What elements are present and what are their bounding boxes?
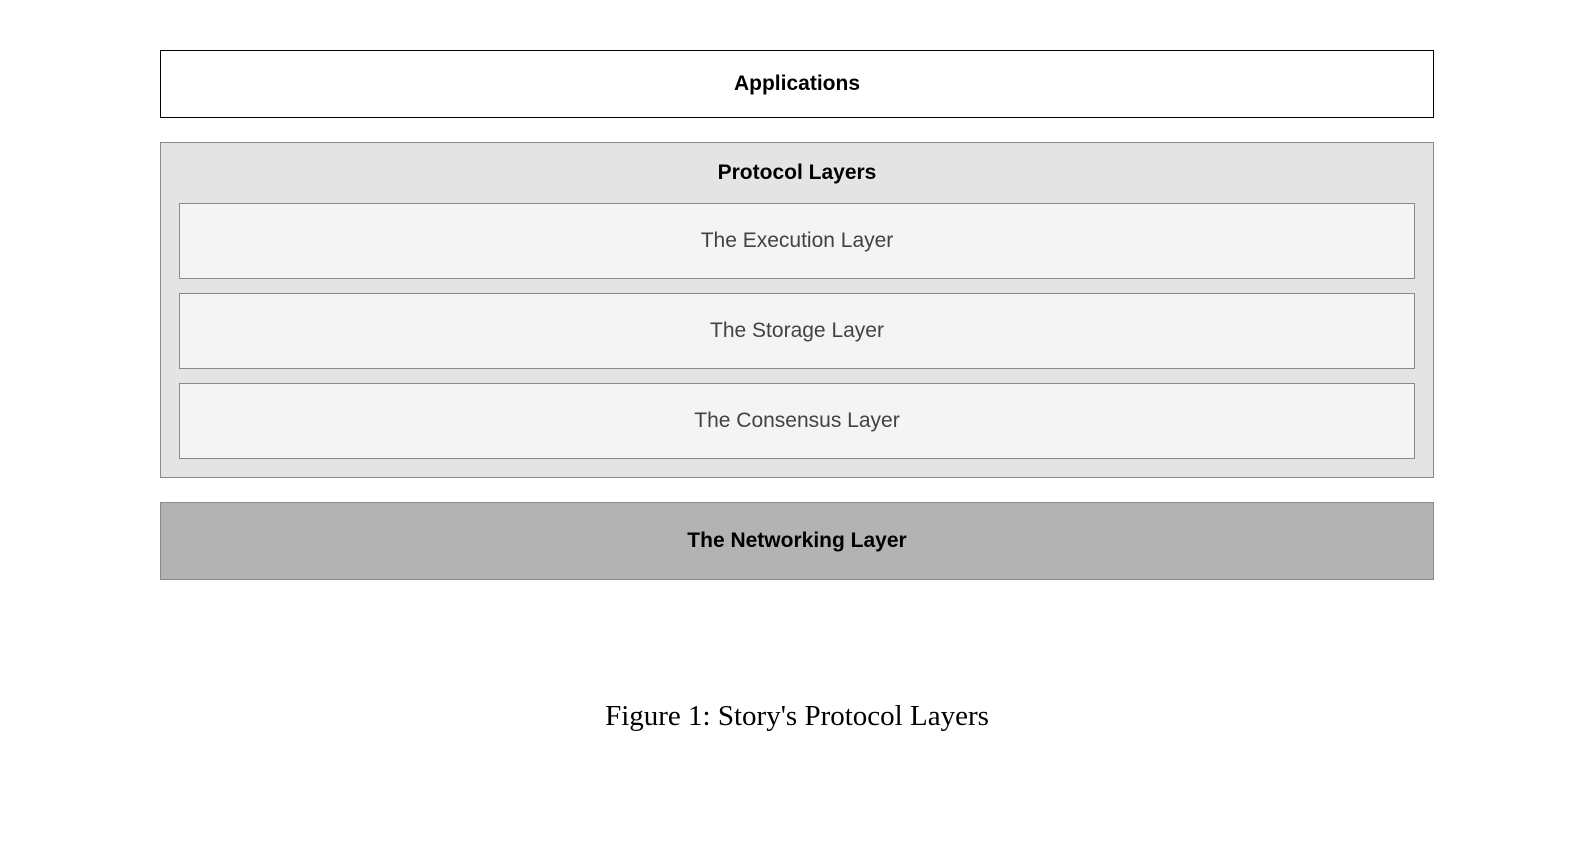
networking-layer-box: The Networking Layer — [160, 502, 1434, 580]
applications-label: Applications — [734, 72, 860, 96]
applications-layer-box: Applications — [160, 50, 1434, 118]
protocol-layers-diagram: Applications Protocol Layers The Executi… — [160, 50, 1434, 580]
protocol-inner-layers: The Execution Layer The Storage Layer The … — [179, 203, 1415, 459]
protocol-layers-container: Protocol Layers The Execution Layer The S… — [160, 142, 1434, 478]
protocol-inner-layer: The Execution Layer — [179, 203, 1415, 279]
figure-caption-text: Figure 1: Story's Protocol Layers — [605, 700, 989, 732]
figure-caption: Figure 1: Story's Protocol Layers — [160, 700, 1434, 733]
protocol-inner-layer-label: The Consensus Layer — [694, 409, 899, 433]
protocol-inner-layer-label: The Storage Layer — [710, 319, 884, 343]
protocol-layers-header: Protocol Layers — [179, 143, 1415, 203]
protocol-layers-header-label: Protocol Layers — [718, 161, 877, 184]
protocol-inner-layer: The Consensus Layer — [179, 383, 1415, 459]
networking-label: The Networking Layer — [687, 529, 906, 553]
protocol-inner-layer: The Storage Layer — [179, 293, 1415, 369]
protocol-inner-layer-label: The Execution Layer — [701, 229, 894, 253]
